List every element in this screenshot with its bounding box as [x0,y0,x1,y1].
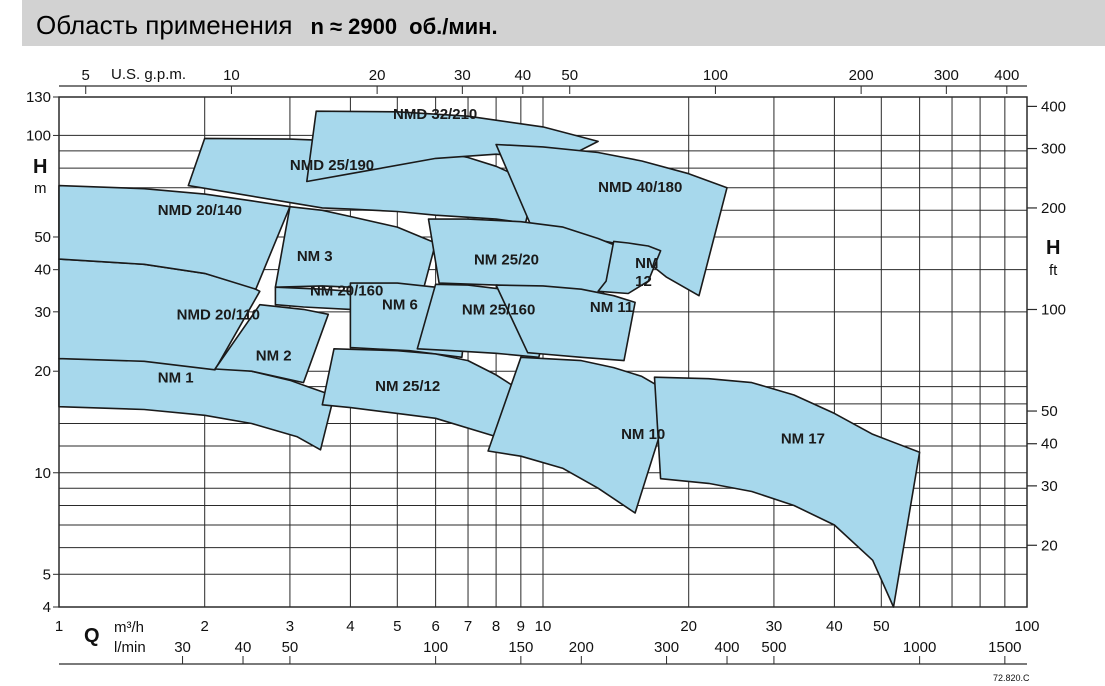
x-tick-label-m3h: 3 [286,618,294,635]
x-tick-label-lmin: 100 [423,639,448,656]
y-tick-label-right: 40 [1041,436,1058,453]
region-label: NM 6 [382,296,418,313]
x-tick-label-m3h: 2 [201,618,209,635]
x-axis-label: Q [84,625,100,647]
title-main: Область применения [36,10,293,40]
region-nm-17 [653,376,921,608]
y-tick-label-left: 100 [26,127,51,144]
region-label: NMD 32/210 [393,106,477,123]
y-axis-unit-left: m [34,180,47,197]
x-tick-label-gpm: 50 [561,67,578,84]
region-label: NMD 20/140 [158,202,242,219]
drawing-code: 72.820.C [993,673,1030,683]
region-label: NM 25/20 [474,251,539,268]
x-axis-unit-secondary: l/min [114,639,146,656]
x-tick-label-gpm: 20 [369,67,386,84]
x-tick-label-lmin: 1500 [988,639,1021,656]
y-tick-label-right: 200 [1041,200,1066,217]
x-tick-label-lmin: 1000 [903,639,936,656]
x-tick-label-gpm: 200 [849,67,874,84]
y-tick-label-left: 20 [34,363,51,380]
y-axis-label-left: H [33,156,47,178]
region-label: NM [635,255,658,272]
x-tick-label-m3h: 7 [464,618,472,635]
x-tick-label-gpm: 5 [82,67,90,84]
y-tick-label-right: 100 [1041,301,1066,318]
x-tick-label-m3h: 50 [873,618,890,635]
title-bar: Область применения n ≈ 2900 об./мин. [22,0,1105,46]
x-tick-label-m3h: 1 [55,618,63,635]
region-label: NMD 20/110 [177,306,260,323]
y-tick-label-right: 300 [1041,141,1066,158]
region-label: NM 25/160 [462,301,535,318]
chart-title: Область применения n ≈ 2900 об./мин. [36,10,498,41]
y-tick-label-right: 20 [1041,537,1058,554]
x-tick-label-lmin: 30 [174,639,191,656]
x-tick-label-m3h: 40 [826,618,843,635]
region-label: NMD 25/190 [290,157,374,174]
performance-regions [58,110,921,608]
region-nm-12 [597,240,662,295]
title-speed: n ≈ 2900 [310,14,398,39]
x-tick-label-gpm: 30 [454,67,471,84]
title-unit: об./мин. [409,14,498,39]
y-tick-label-left: 130 [26,89,51,106]
region-label: NM 25/12 [375,378,440,395]
x-tick-label-m3h: 10 [535,618,552,635]
x-tick-label-m3h: 20 [680,618,697,635]
region-labels: NM 1 NMD 20/110 NMD 20/140 NM 2 NM 3 NM 20/16… [158,106,825,448]
x-tick-label-m3h: 9 [517,618,525,635]
region-nm-11 [495,284,636,362]
x-tick-label-lmin: 400 [715,639,740,656]
region-label: 12 [635,273,652,290]
region-nm-10 [487,356,674,514]
x-tick-label-lmin: 50 [282,639,299,656]
y-axis-unit-right: ft [1049,262,1058,279]
y-tick-label-left: 50 [34,229,51,246]
x-tick-label-m3h: 8 [492,618,500,635]
x-tick-label-gpm: 40 [514,67,531,84]
region-label: NM 2 [256,348,292,365]
x-tick-label-gpm: 10 [223,67,240,84]
region-nmd-20-140 [58,184,291,291]
x-axis-unit-top: U.S. g.p.m. [111,66,186,83]
x-tick-label-gpm: 300 [934,67,959,84]
y-axis-label-right: H [1046,237,1060,259]
region-label: NM 10 [621,426,665,443]
y-tick-label-right: 30 [1041,478,1058,495]
y-tick-label-left: 30 [34,304,51,321]
y-tick-label-left: 5 [43,566,51,583]
x-tick-label-gpm: 400 [994,67,1019,84]
region-label: NM 11 [590,299,633,316]
y-tick-label-left: 40 [34,262,51,279]
x-tick-label-lmin: 300 [654,639,679,656]
x-tick-label-lmin: 40 [235,639,252,656]
x-tick-label-lmin: 500 [761,639,786,656]
x-tick-label-m3h: 6 [431,618,439,635]
y-tick-label-right: 50 [1041,403,1058,420]
region-label: NM 20/160 [310,283,383,300]
x-tick-label-lmin: 150 [508,639,533,656]
x-tick-label-lmin: 200 [569,639,594,656]
x-tick-label-m3h: 100 [1014,618,1039,635]
region-label: NM 3 [297,248,333,265]
y-tick-label-right: 400 [1041,98,1066,115]
x-tick-label-m3h: 30 [766,618,783,635]
x-tick-label-m3h: 4 [346,618,354,635]
x-tick-label-gpm: 100 [703,67,728,84]
y-tick-label-left: 4 [43,599,51,616]
y-tick-label-left: 10 [34,465,51,482]
region-label: NMD 40/180 [598,179,682,196]
x-axis-unit-primary: m³/h [114,619,144,636]
region-nm-2 [214,303,330,384]
region-label: NM 1 [158,370,194,387]
region-label: NM 17 [781,431,825,448]
x-tick-label-m3h: 5 [393,618,401,635]
